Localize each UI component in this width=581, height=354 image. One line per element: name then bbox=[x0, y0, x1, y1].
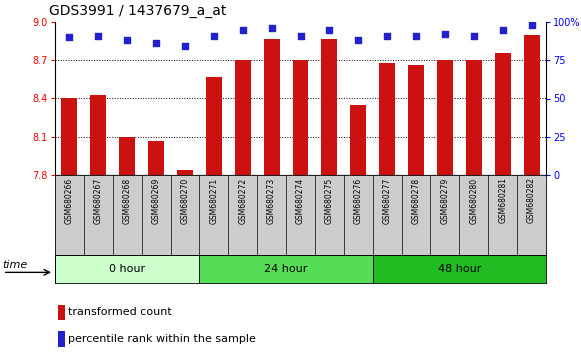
Bar bbox=[58, 331, 65, 347]
Text: GSM680279: GSM680279 bbox=[440, 177, 450, 224]
Bar bbox=[372, 255, 546, 283]
Text: GSM680266: GSM680266 bbox=[65, 177, 74, 224]
Point bbox=[325, 27, 334, 33]
Bar bbox=[62, 98, 77, 175]
Text: GSM680280: GSM680280 bbox=[469, 177, 478, 223]
Point bbox=[180, 44, 189, 49]
Bar bbox=[91, 95, 106, 175]
Text: GSM680268: GSM680268 bbox=[123, 177, 132, 223]
Bar bbox=[119, 137, 135, 175]
Text: GSM680278: GSM680278 bbox=[411, 177, 421, 223]
Bar bbox=[206, 77, 222, 175]
Text: GSM680276: GSM680276 bbox=[354, 177, 363, 224]
Bar bbox=[58, 305, 65, 320]
Bar bbox=[55, 255, 199, 283]
Text: GSM680272: GSM680272 bbox=[238, 177, 248, 223]
Bar bbox=[408, 65, 424, 175]
Text: GSM680271: GSM680271 bbox=[209, 177, 218, 223]
Text: transformed count: transformed count bbox=[68, 307, 172, 318]
Text: GSM680273: GSM680273 bbox=[267, 177, 276, 224]
Text: percentile rank within the sample: percentile rank within the sample bbox=[68, 334, 256, 344]
Point bbox=[469, 33, 478, 39]
Point bbox=[354, 38, 363, 43]
Text: time: time bbox=[3, 260, 28, 270]
Text: GSM680277: GSM680277 bbox=[383, 177, 392, 224]
Point bbox=[498, 27, 507, 33]
Bar bbox=[235, 60, 250, 175]
Point bbox=[296, 33, 305, 39]
Bar bbox=[523, 35, 540, 175]
Bar bbox=[321, 39, 338, 175]
Bar bbox=[466, 60, 482, 175]
Bar bbox=[379, 63, 395, 175]
Text: GDS3991 / 1437679_a_at: GDS3991 / 1437679_a_at bbox=[49, 4, 227, 18]
Bar bbox=[199, 255, 372, 283]
Bar bbox=[177, 170, 193, 175]
Text: GSM680275: GSM680275 bbox=[325, 177, 334, 224]
Point bbox=[123, 38, 132, 43]
Text: GSM680274: GSM680274 bbox=[296, 177, 305, 224]
Bar bbox=[437, 60, 453, 175]
Text: GSM680269: GSM680269 bbox=[152, 177, 160, 224]
Bar bbox=[495, 53, 511, 175]
Text: GSM680281: GSM680281 bbox=[498, 177, 507, 223]
Point bbox=[411, 33, 421, 39]
Text: 48 hour: 48 hour bbox=[437, 264, 481, 274]
Point bbox=[152, 41, 161, 46]
Text: 24 hour: 24 hour bbox=[264, 264, 308, 274]
Point bbox=[267, 25, 277, 31]
Point bbox=[527, 22, 536, 28]
Point bbox=[65, 34, 74, 40]
Text: GSM680267: GSM680267 bbox=[94, 177, 103, 224]
Point bbox=[94, 33, 103, 39]
Bar bbox=[264, 39, 279, 175]
Bar bbox=[350, 105, 366, 175]
Bar bbox=[148, 141, 164, 175]
Text: GSM680270: GSM680270 bbox=[181, 177, 189, 224]
Point bbox=[209, 33, 218, 39]
Point bbox=[382, 33, 392, 39]
Bar bbox=[293, 60, 309, 175]
Text: GSM680282: GSM680282 bbox=[527, 177, 536, 223]
Text: 0 hour: 0 hour bbox=[109, 264, 145, 274]
Point bbox=[440, 32, 450, 37]
Point bbox=[238, 27, 248, 33]
